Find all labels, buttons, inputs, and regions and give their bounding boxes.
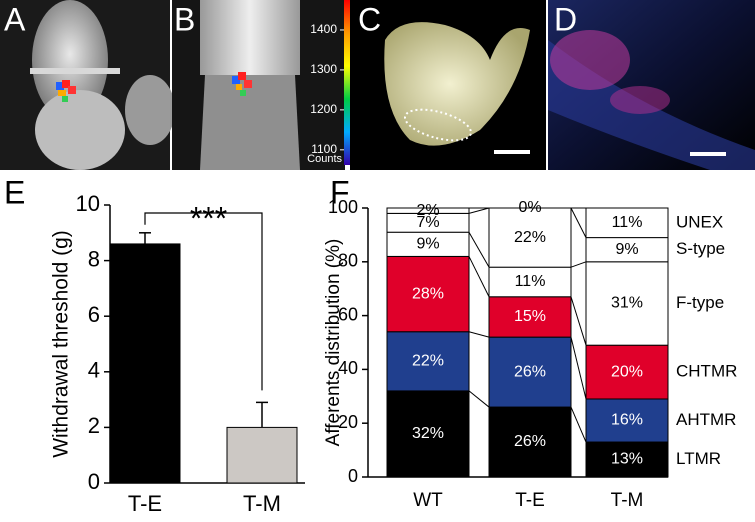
y-tick-label: 60	[338, 304, 358, 324]
value-label: 32%	[412, 425, 444, 442]
value-label: 28%	[412, 285, 444, 302]
value-label: 22%	[412, 353, 444, 370]
value-label: 15%	[514, 308, 546, 325]
y-tick-label: 0	[88, 469, 100, 494]
photo-d	[548, 0, 755, 170]
bar-segment	[386, 207, 470, 214]
panel-label: F	[330, 174, 350, 210]
bar-segment	[585, 344, 669, 400]
value-label: 13%	[611, 451, 643, 468]
y-tick-label: 8	[88, 246, 100, 271]
value-label: 20%	[611, 363, 643, 380]
value-label: 26%	[514, 363, 546, 380]
connector-line	[468, 331, 490, 338]
colorbar-tick-label: 1400	[310, 22, 337, 36]
bar-segment	[386, 255, 470, 333]
bar-segment	[488, 336, 572, 408]
value-label: 0%	[518, 199, 541, 216]
x-tick-label: T-M	[243, 491, 281, 516]
y-tick-label: 6	[88, 302, 100, 327]
significance-label: ***	[190, 200, 227, 236]
bar	[226, 426, 298, 484]
y-tick-label: 10	[76, 191, 100, 216]
connector-line	[468, 207, 490, 214]
y-axis-title: Afferents distribution (%)	[323, 239, 344, 447]
bar-segment	[585, 261, 669, 346]
photo-c	[350, 0, 546, 170]
y-tick-label: 20	[338, 412, 358, 432]
y-tick-label: 0	[348, 466, 358, 486]
bar	[109, 243, 181, 484]
photo-b	[172, 0, 345, 170]
panel-label: C	[358, 1, 381, 37]
x-tick-label: WT	[413, 490, 443, 511]
connector-line	[570, 406, 587, 443]
panel-label: B	[174, 1, 195, 37]
colorbar-tick-label: 1300	[310, 62, 337, 76]
photo-a	[0, 0, 175, 170]
x-tick-label: T-E	[128, 491, 162, 516]
bar-segment	[386, 331, 470, 392]
colorbar-label: Counts	[307, 153, 342, 165]
legend-label: LTMR	[676, 449, 721, 468]
value-label: 22%	[514, 229, 546, 246]
bar-segment	[386, 390, 470, 478]
connector-line	[468, 256, 490, 297]
connector-line	[570, 207, 587, 238]
legend-label: AHTMR	[676, 410, 736, 429]
bar-segment	[488, 207, 572, 268]
value-label: 26%	[514, 433, 546, 450]
connector-line	[468, 231, 490, 268]
y-tick-label: 4	[88, 358, 100, 383]
bar-segment	[488, 266, 572, 298]
bar-segment	[488, 406, 572, 478]
x-tick-label: T-E	[515, 490, 545, 511]
y-tick-label: 100	[328, 197, 358, 217]
bar-segment	[585, 441, 669, 478]
colorbar	[344, 0, 350, 165]
value-label: 16%	[611, 412, 643, 429]
panel-label: D	[554, 1, 577, 37]
panel-label: E	[4, 174, 25, 210]
value-label: 11%	[612, 214, 643, 231]
colorbar-tick-label: 1200	[310, 102, 337, 116]
bar-segment	[488, 296, 572, 338]
value-label: 31%	[611, 295, 643, 312]
legend-label: CHTMR	[676, 362, 737, 381]
value-label: 11%	[515, 273, 546, 290]
value-label: 2%	[416, 202, 439, 219]
bar-segment	[585, 207, 669, 239]
legend-label: UNEX	[676, 212, 723, 231]
legend-label: S-type	[676, 239, 725, 258]
value-label: 9%	[416, 236, 439, 253]
connector-line	[570, 296, 587, 346]
y-tick-label: 2	[88, 413, 100, 438]
connector-line	[468, 390, 490, 408]
panel-label: A	[4, 1, 26, 37]
y-tick-label: 40	[338, 358, 358, 378]
legend-label: F-type	[676, 293, 724, 312]
y-tick-label: 80	[338, 251, 358, 271]
bar-segment	[585, 398, 669, 443]
y-axis-title: Withdrawal threshold (g)	[50, 230, 73, 458]
value-label: 7%	[416, 214, 439, 231]
significance-bracket	[144, 212, 263, 391]
connector-line	[570, 337, 587, 400]
value-label: 9%	[615, 241, 638, 258]
connector-line	[570, 261, 587, 268]
x-tick-label: T-M	[611, 490, 644, 511]
colorbar-tick-label: 1100	[311, 142, 337, 156]
bar-segment	[386, 231, 470, 257]
